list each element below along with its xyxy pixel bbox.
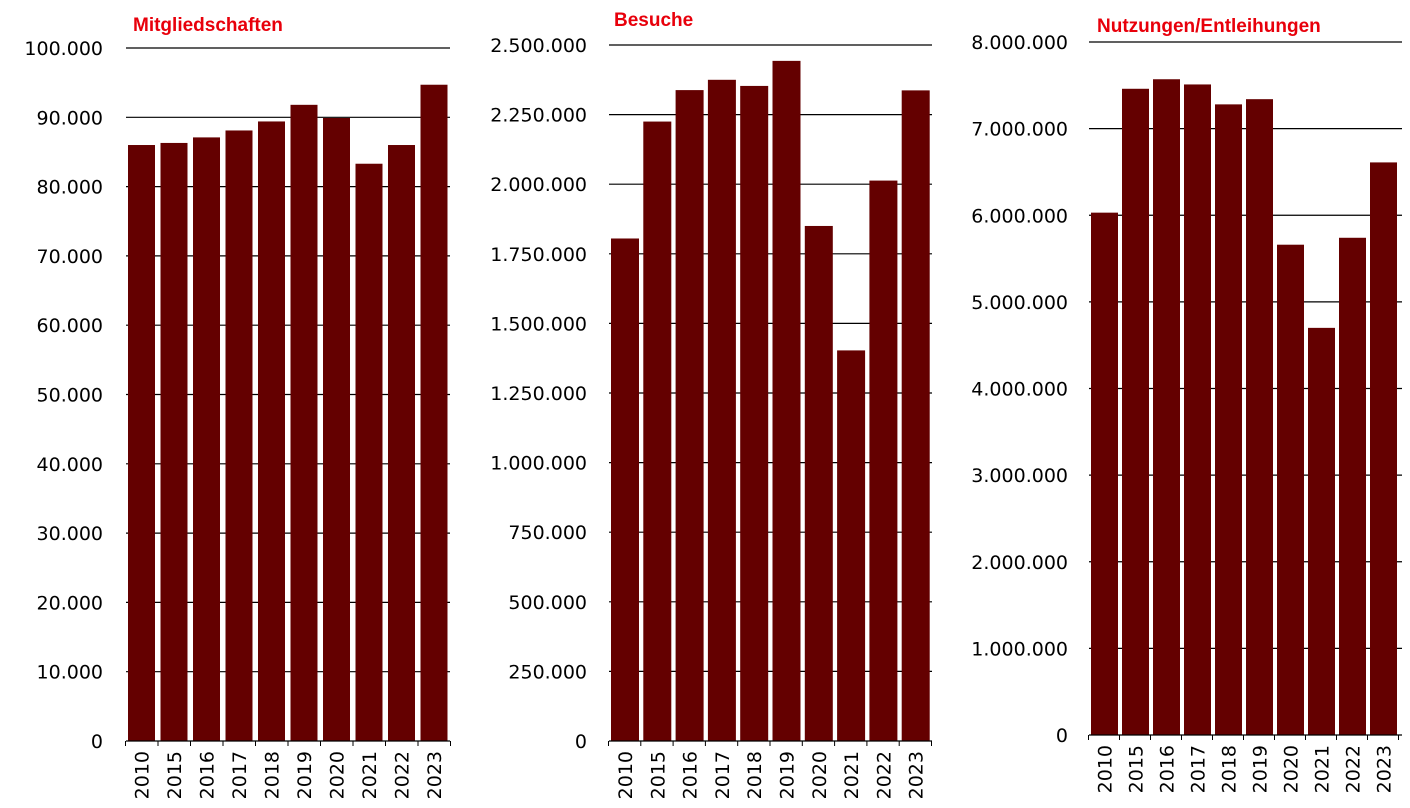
bar-2018	[1215, 104, 1242, 736]
x-tick-label: 2022	[1343, 745, 1365, 793]
y-tick-label: 0	[575, 731, 587, 753]
y-tick-label: 2.250.000	[490, 105, 587, 127]
bar-2020	[323, 117, 350, 742]
y-tick-label: 8.000.000	[971, 32, 1068, 54]
x-tick-label: 2018	[744, 751, 766, 799]
y-tick-label: 80.000	[37, 177, 103, 199]
bar-2018	[740, 85, 769, 741]
bar-2015	[1122, 88, 1149, 736]
x-tick-label: 2015	[647, 751, 669, 799]
x-tick-label: 2020	[809, 751, 831, 799]
bar-2022	[388, 145, 415, 741]
x-tick-label: 2021	[841, 751, 863, 799]
x-tick-label: 2019	[777, 751, 799, 799]
bar-2017	[1184, 84, 1211, 736]
y-tick-label: 0	[1056, 725, 1068, 747]
y-tick-label: 0	[91, 731, 103, 753]
x-tick-label: 2017	[1188, 745, 1210, 793]
y-tick-label: 5.000.000	[971, 292, 1068, 314]
x-tick-label: 2020	[1281, 745, 1303, 793]
y-tick-label: 1.000.000	[490, 453, 587, 475]
x-tick-label: 2016	[680, 751, 702, 799]
bar-2019	[772, 60, 801, 742]
bar-2016	[193, 137, 220, 742]
bar-2019	[290, 104, 318, 742]
x-tick-label: 2019	[294, 751, 316, 799]
bar-2016	[1153, 79, 1180, 735]
y-tick-label: 250.000	[508, 661, 587, 683]
y-tick-label: 1.500.000	[490, 313, 587, 335]
y-tick-label: 1.000.000	[971, 638, 1068, 660]
bar-2017	[225, 130, 253, 742]
chart-panel-3: 0 1.000.000 2.000.000 3.000.000 4.000.000 5.0…	[971, 16, 1402, 793]
bar-2015	[643, 121, 672, 741]
x-tick-label: 2020	[327, 751, 349, 799]
bar-2017	[707, 79, 736, 742]
x-tick-label: 2010	[1095, 745, 1117, 793]
x-tick-label: 2010	[132, 751, 154, 799]
y-tick-label: 2.000.000	[971, 552, 1068, 574]
y-tick-label: 1.750.000	[490, 244, 587, 266]
y-tick-label: 1.250.000	[490, 383, 587, 405]
bar-2020	[804, 225, 833, 741]
bar-2022	[1339, 237, 1366, 735]
x-tick-label: 2023	[1374, 745, 1396, 793]
x-tick-label: 2023	[424, 751, 446, 799]
y-tick-label: 90.000	[37, 107, 103, 129]
bar-2020	[1277, 244, 1304, 735]
bar-2023	[420, 84, 448, 741]
chart-panel-1: 0 10.000 20.000 30.000 40.000 50.000 60.000 70.…	[24, 15, 451, 799]
x-tick-label: 2018	[1219, 745, 1241, 793]
x-tick-label: 2016	[1157, 745, 1179, 793]
bar-2021	[1308, 327, 1335, 735]
y-tick-label: 100.000	[24, 38, 103, 60]
x-tick-label: 2016	[197, 751, 219, 799]
chart-panel-2: 0 250.000 500.000 750.000 1.000.000 1.250.000…	[490, 10, 932, 799]
y-tick-label: 2.000.000	[490, 174, 587, 196]
bar-2015	[160, 142, 188, 742]
y-tick-label: 30.000	[37, 523, 103, 545]
bar-2010	[611, 238, 639, 741]
x-tick-label: 2015	[1126, 745, 1148, 793]
bar-2022	[869, 180, 898, 741]
chart-title: Nutzungen/Entleihungen	[1097, 16, 1321, 37]
bar-2023	[1370, 162, 1397, 735]
chart-title: Mitgliedschaften	[133, 15, 283, 36]
y-tick-label: 500.000	[508, 592, 587, 614]
bar-2019	[1246, 99, 1273, 736]
y-tick-label: 750.000	[508, 522, 587, 544]
y-tick-label: 60.000	[37, 315, 103, 337]
x-tick-label: 2018	[262, 751, 284, 799]
y-tick-label: 20.000	[37, 592, 103, 614]
y-tick-label: 50.000	[37, 385, 103, 407]
x-tick-label: 2022	[873, 751, 895, 799]
y-tick-label: 6.000.000	[971, 205, 1068, 227]
x-tick-label: 2017	[712, 751, 734, 799]
bar-2010	[128, 145, 155, 741]
y-tick-label: 3.000.000	[971, 465, 1068, 487]
y-tick-label: 4.000.000	[971, 379, 1068, 401]
y-tick-label: 2.500.000	[490, 35, 587, 57]
chart-title: Besuche	[614, 10, 693, 31]
bar-2018	[258, 121, 285, 741]
bar-2010	[1091, 212, 1118, 735]
x-tick-label: 2023	[906, 751, 928, 799]
bar-2021	[355, 163, 383, 741]
x-tick-label: 2019	[1250, 745, 1272, 793]
x-tick-label: 2021	[1312, 745, 1334, 793]
x-tick-label: 2022	[392, 751, 414, 799]
y-tick-label: 10.000	[37, 662, 103, 684]
x-tick-label: 2010	[615, 751, 637, 799]
bar-2016	[675, 90, 704, 741]
x-tick-label: 2021	[359, 751, 381, 799]
bar-2023	[901, 90, 930, 741]
x-tick-label: 2015	[164, 751, 186, 799]
x-tick-label: 2017	[229, 751, 251, 799]
y-tick-label: 7.000.000	[971, 119, 1068, 141]
y-tick-label: 40.000	[37, 454, 103, 476]
bar-2021	[837, 350, 866, 741]
y-tick-label: 70.000	[37, 246, 103, 268]
